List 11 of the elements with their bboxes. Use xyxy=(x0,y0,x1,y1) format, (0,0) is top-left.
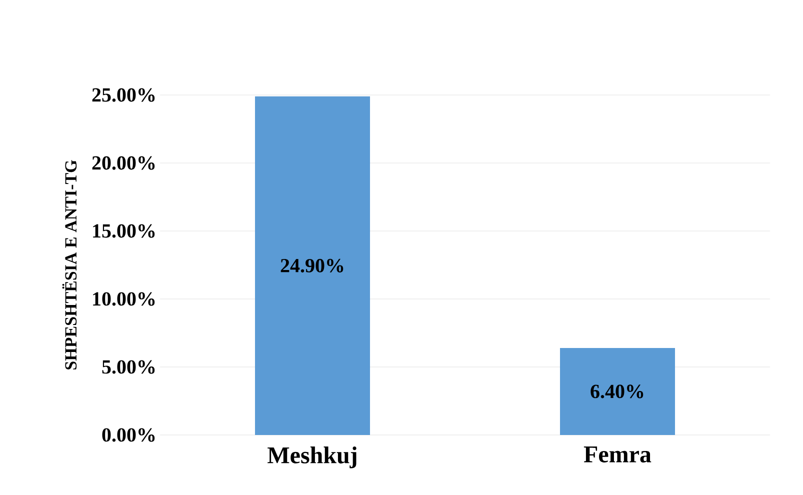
y-axis-title: SHPESHTËSIA E ANTI-TG xyxy=(62,160,77,370)
y-tick-label: 15.00% xyxy=(93,224,155,238)
data-label: 24.90% xyxy=(280,258,344,272)
x-tick-label: Meshkuj xyxy=(268,446,356,468)
y-tick-label: 0.00% xyxy=(102,428,155,442)
y-tick-label: 25.00% xyxy=(92,88,155,102)
y-tick-label: 20.00% xyxy=(92,156,155,170)
data-label: 6.40% xyxy=(590,384,644,398)
y-tick-label: 5.00% xyxy=(102,360,155,374)
x-tick-label: Femra xyxy=(584,446,652,462)
y-tick-label: 10.00% xyxy=(93,292,155,306)
